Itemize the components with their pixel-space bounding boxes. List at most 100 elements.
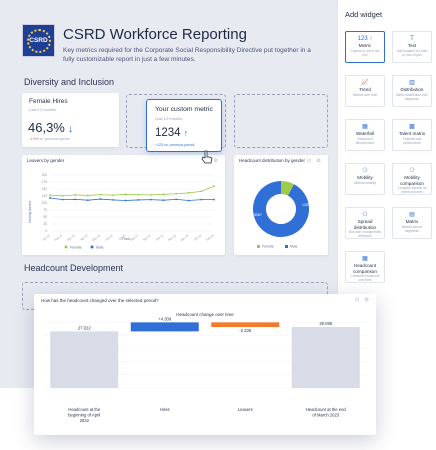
widget-icon: ⚇ bbox=[362, 212, 368, 218]
widget-icon: ▦ bbox=[362, 124, 368, 130]
arrow-down-icon: ↓ bbox=[67, 123, 74, 135]
csrd-logo: CSRD bbox=[22, 24, 55, 57]
widget-title: Mobility comparison bbox=[400, 175, 424, 186]
kpi-footer: -1.9% vs. previous period bbox=[29, 137, 70, 141]
widget-icon: ⚆ bbox=[362, 168, 368, 174]
x-tick-label: Jul 22 bbox=[118, 233, 127, 241]
waterfall-chart: 27.022 +4.309 -2.236 29.095 Headcount at th… bbox=[44, 316, 366, 423]
y-tick-label: 0 bbox=[45, 229, 47, 233]
x-tick-label: Apr 22 bbox=[79, 233, 88, 241]
widget-icon: ▩ bbox=[409, 124, 415, 130]
widget-text[interactable]: T Text Add headers or notes to your report bbox=[392, 31, 432, 63]
widget-description: Metrics over time bbox=[352, 92, 378, 97]
donut-label-female: 1254 bbox=[302, 203, 310, 207]
widget-title: Spread distribution bbox=[353, 219, 377, 230]
report-subtitle: Key metrics required for the Corporate S… bbox=[63, 47, 311, 63]
x-tick-label: Feb 23 bbox=[205, 233, 215, 242]
legend-female-swatch bbox=[64, 245, 68, 249]
widget-icon: ▥ bbox=[409, 80, 415, 86]
legend-male-swatch bbox=[90, 245, 94, 249]
y-tick-label: 175 bbox=[42, 180, 48, 184]
bar-value-label: -2.236 bbox=[239, 328, 252, 333]
widget-waterfall[interactable]: ▦ Waterfall Headcount development bbox=[345, 119, 385, 151]
data-point-female bbox=[200, 190, 203, 193]
x-tick-label: Sep 22 bbox=[142, 233, 152, 242]
x-tick-label: May 22 bbox=[91, 233, 101, 242]
leavers-chart-card[interactable]: Leavers by gender ⊡ ⚙ Jan 22 Feb 22 Mar 22… bbox=[22, 155, 225, 255]
widget-metric[interactable]: 123 ↑ Metric Custom or out of the box bbox=[345, 31, 385, 63]
card-actions-icon[interactable]: ⊡ ⚙ bbox=[354, 297, 371, 303]
widget-mobility[interactable]: ⚆ Mobility Internal mobility bbox=[345, 163, 385, 195]
widget-title: Mobility bbox=[357, 175, 373, 180]
widget-title: Talent matrix bbox=[398, 131, 426, 136]
kpi-period: Last 12 months bbox=[29, 107, 57, 112]
kpi-delta-suffix: vs. previous period bbox=[39, 137, 70, 141]
widget-drop-zone[interactable] bbox=[234, 94, 328, 148]
bar-value-label: +4.309 bbox=[158, 316, 172, 321]
data-point-male bbox=[200, 198, 203, 201]
widget-headcount-comparison[interactable]: ▦ Headcount comparison Compare headcount o… bbox=[345, 251, 385, 283]
eu-stars-icon bbox=[26, 28, 51, 53]
x-tick-label: Nov 22 bbox=[167, 233, 177, 242]
data-point-female bbox=[213, 185, 215, 188]
widget-title: Metric bbox=[358, 43, 372, 48]
data-point-female bbox=[162, 193, 165, 196]
data-point-female bbox=[49, 194, 51, 197]
widget-talent-matrix[interactable]: ▩ Talent matrix Potential and performance bbox=[392, 119, 432, 151]
series-line-female bbox=[49, 185, 215, 197]
widget-title: Distribution bbox=[400, 87, 424, 92]
report-canvas: CSRD CSRD Workforce Reporting Key metric… bbox=[0, 0, 337, 388]
y-tick-label: 100 bbox=[42, 201, 48, 205]
section-title-diversity: Diversity and Inclusion bbox=[24, 77, 115, 87]
data-point-female bbox=[112, 194, 114, 197]
donut-chart-card[interactable]: Headcount distribution by gender ⊡ ⚙ 125… bbox=[234, 155, 328, 255]
data-point-male bbox=[213, 198, 215, 201]
x-tick-label: Dec 22 bbox=[180, 233, 190, 242]
y-tick-label: 150 bbox=[42, 187, 48, 191]
custom-metric-value: 1234 ↑ bbox=[155, 127, 188, 139]
data-point-female bbox=[124, 193, 127, 196]
category-label: Hires bbox=[160, 407, 170, 412]
y-tick-label: 50 bbox=[43, 215, 47, 219]
y-tick-label: 200 bbox=[42, 173, 48, 177]
widget-title: Text bbox=[407, 43, 417, 48]
data-point-male bbox=[74, 198, 77, 201]
category-label: Leavers bbox=[238, 407, 253, 412]
waterfall-chart-card[interactable]: How has the headcount changed over the s… bbox=[34, 294, 376, 435]
add-widget-sidebar: Add widget 123 ↑ Metric Custom or out of t… bbox=[337, 0, 436, 300]
widget-icon: 📈 bbox=[361, 80, 369, 86]
widget-title: Trend bbox=[359, 87, 371, 92]
widget-distribution[interactable]: ▥ Distribution Metric distribution over se… bbox=[392, 75, 432, 107]
category-label: of March 2023 bbox=[312, 413, 339, 418]
chart-title: Headcount distribution by gender bbox=[239, 158, 306, 163]
data-point-male bbox=[137, 199, 140, 201]
report-title: CSRD Workforce Reporting bbox=[63, 26, 247, 43]
donut-chart: 1254 15067 Female Male bbox=[252, 181, 310, 249]
arrow-up-icon: ↑ bbox=[183, 128, 189, 138]
data-point-male bbox=[175, 198, 178, 201]
female-hires-card[interactable]: Female Hires Last 12 months 46,3% ↓ -1.9%… bbox=[22, 93, 119, 147]
x-axis-label: Time bbox=[122, 236, 132, 241]
y-axis-label: Monthly leavers bbox=[28, 200, 32, 223]
custom-metric-card[interactable]: Your custom metric Last 12 months 1234 ↑ … bbox=[146, 99, 222, 152]
widget-spread-distribution[interactable]: ⚇ Spread distribution Bus size of segmente… bbox=[345, 207, 385, 239]
widget-trend[interactable]: 📈 Trend Metrics over time bbox=[345, 75, 385, 107]
custom-metric-footer: +123 vs. previous period bbox=[155, 143, 195, 147]
category-label: beginning of April bbox=[68, 413, 100, 418]
logo-text: CSRD bbox=[29, 37, 48, 44]
widget-matrix[interactable]: ▤ Matrix Metrics across segments bbox=[392, 207, 432, 239]
bar-value-label: 29.095 bbox=[319, 321, 332, 326]
widget-mobility-comparison[interactable]: ⚆ Mobility comparison Compare internal vs … bbox=[392, 163, 432, 195]
donut-label-male: 15067 bbox=[252, 213, 262, 217]
data-point-female bbox=[61, 194, 64, 197]
card-actions-icon[interactable]: ⊡ ⚙ bbox=[306, 158, 323, 164]
chart-title: Leavers by gender bbox=[27, 158, 65, 163]
waterfall-bar bbox=[211, 322, 280, 328]
data-point-female bbox=[74, 193, 77, 196]
x-tick-label: Jan 23 bbox=[193, 233, 203, 241]
widget-description: Potential and performance bbox=[402, 136, 422, 145]
data-point-male bbox=[187, 199, 190, 202]
widget-description: Compare internal vs external moves bbox=[397, 186, 427, 194]
widget-description: Custom or out of the box bbox=[350, 48, 380, 57]
data-point-female bbox=[150, 193, 152, 196]
